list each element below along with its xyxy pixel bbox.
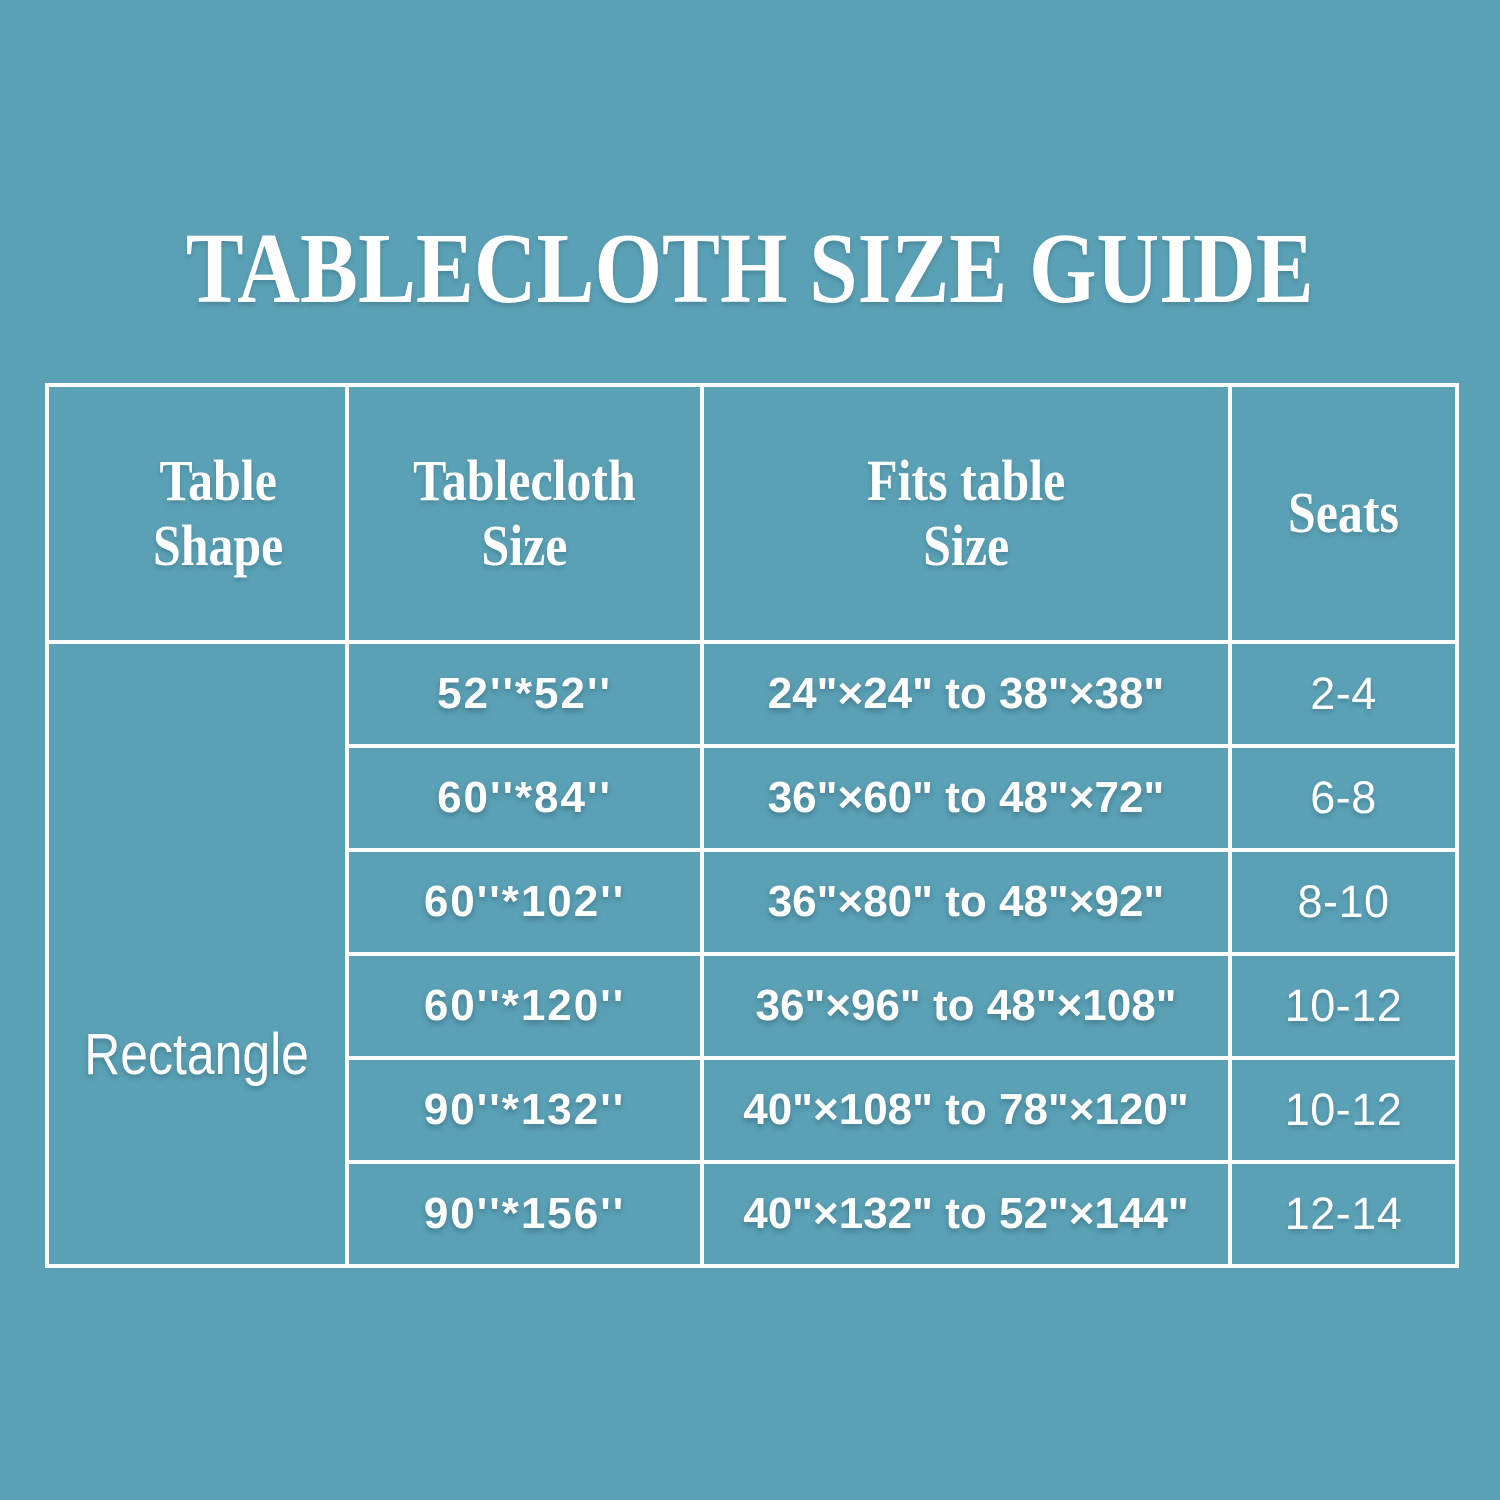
cell-fits-table-size: 36"×60" to 48"×72" xyxy=(700,744,1232,852)
cell-seats: 6-8 xyxy=(1228,744,1459,852)
cell-fits-table-size: 36"×80" to 48"×92" xyxy=(700,848,1232,956)
table-row: 60''*102'' 36"×80" to 48"×92" 8-10 xyxy=(47,848,1459,956)
page-title-text: TABLECLOTH SIZE GUIDE xyxy=(186,212,1314,324)
cell-seats: 10-12 xyxy=(1228,952,1459,1060)
header-table-shape: Table Shape xyxy=(45,383,349,644)
table-row: 60''*84'' 36"×60" to 48"×72" 6-8 xyxy=(47,744,1459,852)
cell-seats: 10-12 xyxy=(1228,1056,1459,1164)
table-row: 60''*120'' 36"×96" to 48"×108" 10-12 xyxy=(47,952,1459,1060)
header-seats: Seats xyxy=(1228,383,1459,644)
cell-table-shape: Rectangle xyxy=(45,640,349,1268)
size-guide-table: Table Shape Tablecloth Size Fits table S… xyxy=(45,383,1459,1268)
cell-seats: 12-14 xyxy=(1228,1160,1459,1268)
cell-tablecloth-size: 60''*84'' xyxy=(345,744,704,852)
header-seats-label: Seats xyxy=(1288,480,1399,546)
page-title: TABLECLOTH SIZE GUIDE xyxy=(0,218,1500,319)
header-fits-table-size: Fits table Size xyxy=(700,383,1232,644)
cell-fits-table-size: 24"×24" to 38"×38" xyxy=(700,640,1232,748)
table-row: 90''*156'' 40"×132" to 52"×144" 12-14 xyxy=(47,1160,1459,1268)
cell-fits-table-size: 40"×108" to 78"×120" xyxy=(700,1056,1232,1164)
table-row: Rectangle 52''*52'' 24"×24" to 38"×38" 2… xyxy=(45,640,1459,1268)
header-fits-table-size-label: Fits table Size xyxy=(866,447,1066,578)
header-row: Table Shape Tablecloth Size Fits table S… xyxy=(45,383,1459,644)
cell-tablecloth-size: 90''*132'' xyxy=(345,1056,704,1164)
header-tablecloth-size-label: Tablecloth Size xyxy=(413,447,636,578)
table-row: 90''*132'' 40"×108" to 78"×120" 10-12 xyxy=(47,1056,1459,1164)
cell-fits-table-size: 36"×96" to 48"×108" xyxy=(700,952,1232,1060)
shape-label: Rectangle xyxy=(84,1021,310,1087)
cell-tablecloth-size: 60''*120'' xyxy=(345,952,704,1060)
cell-tablecloth-size: 90''*156'' xyxy=(345,1160,704,1268)
cell-tablecloth-size: 60''*102'' xyxy=(345,848,704,956)
cell-seats: 2-4 xyxy=(1228,640,1459,748)
header-tablecloth-size: Tablecloth Size xyxy=(345,383,704,644)
header-table-shape-label: Table Shape xyxy=(153,447,284,578)
cell-seats: 8-10 xyxy=(1228,848,1459,956)
cell-tablecloth-size: 52''*52'' xyxy=(345,640,704,748)
cell-fits-table-size: 40"×132" to 52"×144" xyxy=(700,1160,1232,1268)
